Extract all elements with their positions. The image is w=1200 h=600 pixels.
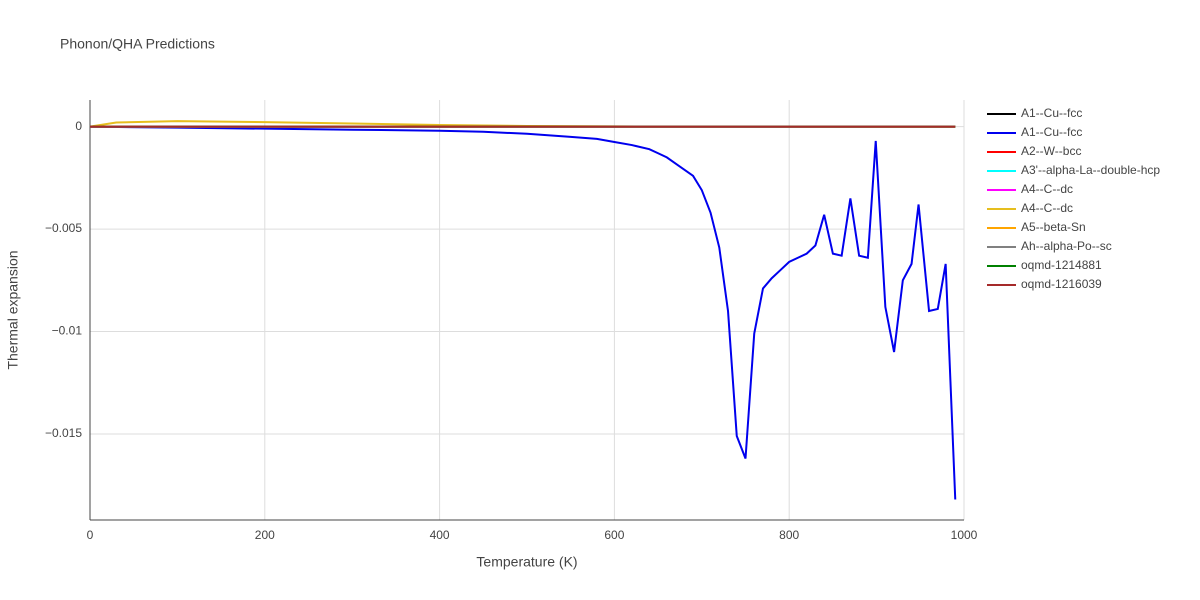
y-tick-label: 0 — [75, 119, 82, 133]
x-tick-label: 200 — [255, 528, 275, 542]
legend-label: A1--Cu--fcc — [1021, 106, 1082, 120]
x-axis-title: Temperature (K) — [476, 554, 577, 570]
legend-label: A2--W--bcc — [1021, 144, 1081, 158]
y-tick-label: −0.01 — [52, 324, 83, 338]
legend-label: A1--Cu--fcc — [1021, 125, 1082, 139]
x-tick-label: 600 — [604, 528, 624, 542]
legend-label: A4--C--dc — [1021, 182, 1073, 196]
legend-label: Ah--alpha-Po--sc — [1021, 239, 1112, 253]
x-tick-label: 400 — [430, 528, 450, 542]
chart-title: Phonon/QHA Predictions — [60, 36, 215, 52]
legend-label: A3'--alpha-La--double-hcp — [1021, 163, 1160, 177]
legend-label: oqmd-1214881 — [1021, 258, 1102, 272]
y-tick-label: −0.005 — [45, 221, 82, 235]
x-tick-label: 1000 — [951, 528, 978, 542]
legend-label: oqmd-1216039 — [1021, 277, 1102, 291]
x-tick-label: 800 — [779, 528, 799, 542]
y-tick-label: −0.015 — [45, 426, 82, 440]
legend-label: A5--beta-Sn — [1021, 220, 1086, 234]
x-tick-label: 0 — [87, 528, 94, 542]
series-line — [89, 125, 957, 500]
y-axis-title: Thermal expansion — [5, 250, 21, 369]
legend-label: A4--C--dc — [1021, 201, 1073, 215]
